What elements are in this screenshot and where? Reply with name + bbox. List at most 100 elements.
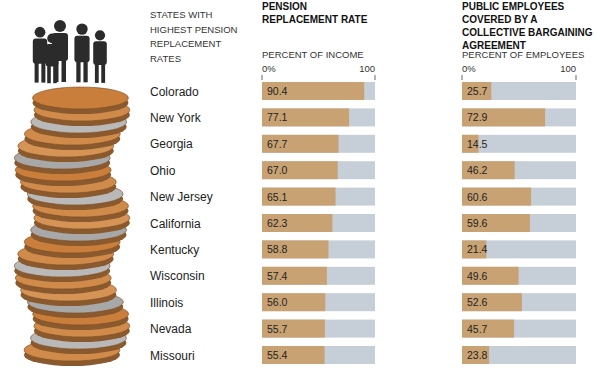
bar-track bbox=[462, 161, 576, 179]
tick-label: 100 bbox=[560, 63, 576, 74]
bar-track bbox=[262, 108, 375, 126]
category-label: New York bbox=[150, 111, 202, 125]
data-label: 67.0 bbox=[267, 164, 288, 176]
title: PENSION REPLACEMENT RATE bbox=[262, 1, 368, 25]
bar-track bbox=[262, 135, 375, 153]
figure-body bbox=[33, 39, 47, 64]
bar-track bbox=[462, 293, 576, 311]
data-label: 72.9 bbox=[467, 111, 488, 123]
category-label: Illinois bbox=[150, 296, 183, 310]
category-label: New Jersey bbox=[150, 190, 213, 204]
figure-leg bbox=[53, 66, 57, 84]
data-label: 56.0 bbox=[267, 296, 288, 308]
figure-leg bbox=[62, 60, 67, 82]
bar bbox=[262, 240, 328, 258]
bar bbox=[262, 108, 349, 126]
figure-leg bbox=[35, 63, 39, 83]
axis-label: STATES WITH HIGHEST PENSION REPLACEMENT RAT… bbox=[150, 9, 238, 64]
data-label: 65.1 bbox=[267, 191, 288, 203]
bar bbox=[462, 320, 514, 338]
figure-body bbox=[74, 36, 89, 63]
data-label: 21.4 bbox=[467, 243, 488, 255]
bar-track bbox=[462, 320, 576, 338]
bar-track bbox=[262, 214, 375, 232]
bar-track bbox=[462, 346, 576, 364]
bars bbox=[262, 82, 364, 364]
bar bbox=[262, 320, 325, 338]
bar bbox=[262, 346, 325, 364]
bar-track bbox=[262, 240, 375, 258]
data-label: 57.4 bbox=[267, 270, 288, 282]
axis-label-line: HIGHEST PENSION bbox=[150, 24, 238, 35]
title-line: PENSION bbox=[262, 1, 307, 12]
data-label: 46.2 bbox=[467, 164, 488, 176]
bar bbox=[262, 135, 339, 153]
bar-track bbox=[462, 108, 576, 126]
category-label: Kentucky bbox=[150, 243, 199, 257]
bar bbox=[462, 82, 491, 100]
figure-leg bbox=[76, 61, 80, 82]
axis-label-line: RATES bbox=[150, 53, 181, 64]
category-label: Nevada bbox=[150, 322, 192, 336]
data-label: 25.7 bbox=[467, 85, 488, 97]
category-label: Missouri bbox=[150, 349, 195, 363]
tick-mark bbox=[375, 75, 376, 80]
bar bbox=[462, 108, 545, 126]
bar bbox=[262, 293, 325, 311]
illustration bbox=[14, 20, 130, 366]
bar-track bbox=[462, 82, 576, 100]
bar bbox=[262, 267, 327, 285]
bar-track bbox=[262, 320, 375, 338]
bar bbox=[462, 161, 515, 179]
bar-track bbox=[262, 267, 375, 285]
tick-mark bbox=[262, 75, 263, 80]
bar-track bbox=[262, 188, 375, 206]
category-label: Ohio bbox=[150, 164, 176, 178]
figure-body bbox=[46, 44, 59, 66]
bar bbox=[262, 82, 364, 100]
figure-head bbox=[95, 30, 105, 40]
bar bbox=[462, 267, 519, 285]
category-label: Colorado bbox=[150, 85, 199, 99]
bar-track bbox=[462, 214, 576, 232]
tick-label: 0% bbox=[262, 63, 276, 74]
bar-track bbox=[462, 135, 576, 153]
tick-mark bbox=[462, 75, 463, 80]
title-line: REPLACEMENT RATE bbox=[262, 14, 368, 25]
axis-label-line: REPLACEMENT bbox=[150, 38, 221, 49]
bar bbox=[262, 188, 336, 206]
title: PUBLIC EMPLOYEESCOVERED BY ACOLLECTIVE B… bbox=[462, 1, 593, 51]
data-label: 14.5 bbox=[467, 138, 488, 150]
figure-leg bbox=[101, 64, 105, 83]
bar-track bbox=[462, 188, 576, 206]
data-label: 59.6 bbox=[467, 217, 488, 229]
data-label: 58.8 bbox=[267, 243, 288, 255]
bar bbox=[262, 161, 338, 179]
title-line: PUBLIC EMPLOYEES bbox=[462, 1, 565, 12]
axis-label-line: STATES WITH bbox=[150, 9, 213, 20]
bar bbox=[462, 214, 530, 232]
bar-track bbox=[462, 267, 576, 285]
bar bbox=[462, 188, 531, 206]
category-label: California bbox=[150, 217, 201, 231]
data-labels: 90.477.167.767.065.162.358.857.456.055.7… bbox=[267, 85, 288, 361]
bar-track bbox=[262, 82, 375, 100]
subtitle: PERCENT OF EMPLOYEES bbox=[462, 49, 584, 60]
figure-leg bbox=[41, 63, 45, 83]
data-labels: 25.772.914.546.260.659.621.449.652.645.7… bbox=[467, 85, 488, 361]
data-label: 60.6 bbox=[467, 191, 488, 203]
tick-label: 100 bbox=[359, 63, 375, 74]
data-label: 90.4 bbox=[267, 85, 288, 97]
figure-head bbox=[47, 34, 57, 44]
figure-head bbox=[35, 27, 46, 38]
category-label: Georgia bbox=[150, 137, 193, 151]
category-label: Wisconsin bbox=[150, 269, 205, 283]
figure-leg bbox=[47, 66, 51, 84]
data-label: 23.8 bbox=[467, 349, 488, 361]
tick-mark bbox=[576, 75, 577, 80]
tick-label: 0% bbox=[462, 63, 476, 74]
bar bbox=[462, 346, 489, 364]
bar bbox=[462, 293, 522, 311]
bar-track bbox=[262, 293, 375, 311]
figure-leg bbox=[83, 61, 87, 82]
